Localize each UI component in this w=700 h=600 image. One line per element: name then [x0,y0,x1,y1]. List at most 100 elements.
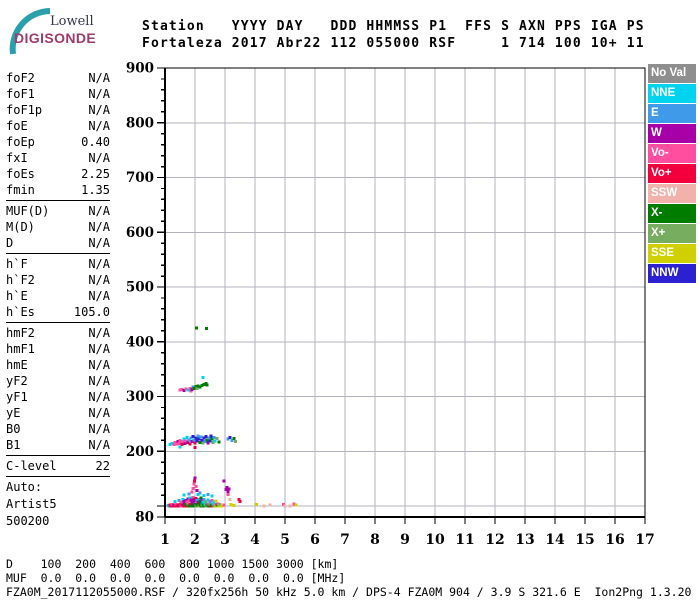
data-point [224,488,228,492]
data-point [185,500,189,504]
data-point [202,494,206,498]
data-point [204,500,208,504]
x-tick-label: 4 [250,532,260,548]
data-point [181,502,185,506]
x-tick-label: 12 [485,532,504,548]
param-label: C-level [6,459,57,473]
param-value: N/A [88,151,110,165]
param-D: D N/A [6,235,110,251]
data-point [191,435,195,439]
data-point [198,491,202,495]
data-point [181,439,185,443]
data-point [196,493,200,497]
param-fmin: fmin 1.35 [6,182,110,198]
data-point [200,438,204,442]
data-point [187,492,191,496]
data-point [230,438,234,442]
param-label: M(D) [6,220,35,234]
param-value: N/A [88,289,110,303]
param-h`F2: h`F2 N/A [6,272,110,288]
data-point [184,387,188,391]
file-info-row: FZA0M_2017112055000.RSF / 320fx256h 50 k… [6,585,692,599]
y-tick-label: 200 [126,444,154,460]
data-point [179,441,183,445]
data-point [189,498,193,502]
data-point [218,502,222,506]
data-point [220,504,224,508]
x-tick-label: 15 [575,532,594,548]
data-point [229,502,233,506]
y-tick-label: 600 [126,225,154,241]
data-point [183,502,187,506]
param-label: h`F2 [6,273,35,287]
direction-legend: No Val NNE E W Vo- Vo+ SSW X- X+ SSE NNW [648,64,696,284]
data-point [179,500,183,504]
data-point [196,500,200,504]
data-point [192,438,196,442]
y-tick-label: 900 [126,61,154,77]
data-point [188,502,192,506]
data-point [180,443,184,447]
data-point [186,502,190,506]
data-point [200,499,204,503]
data-point [191,502,195,506]
data-point [193,499,197,503]
muf-row: MUF 0.0 0.0 0.0 0.0 0.0 0.0 0.0 0.0 [MHz… [6,571,346,585]
data-point [268,503,272,507]
data-point [206,441,210,445]
data-point [196,434,200,438]
y-tick-label: 800 [126,115,154,131]
param-value: N/A [88,257,110,271]
data-point [190,387,194,391]
param-foF1: foF1 N/A [6,86,110,102]
data-point [177,442,181,446]
data-point [193,445,197,449]
x-tick-label: 10 [425,532,445,548]
data-point [186,388,190,392]
data-point [188,386,192,390]
data-point [232,504,236,508]
data-point [204,327,208,331]
x-tick-label: 17 [635,532,654,548]
data-point [228,497,232,501]
data-point [255,502,258,506]
data-point [206,498,210,502]
param-value: N/A [88,87,110,101]
data-point [237,497,241,501]
data-point [217,504,221,508]
data-point [178,445,182,449]
param-label: yF2 [6,374,28,388]
data-point [208,502,212,506]
data-point [191,495,195,499]
param-label: foF1 [6,87,35,101]
param-label: h`Es [6,305,35,319]
data-point [182,493,186,497]
data-point [198,385,202,389]
data-point [170,442,174,446]
data-point [190,490,194,494]
param-value: 22 [95,459,110,473]
data-point [202,504,206,508]
param-value: N/A [88,220,110,234]
data-point [188,442,192,446]
param-label: foEs [6,167,35,181]
data-point [178,502,182,506]
data-point [210,499,214,503]
data-point [262,504,266,508]
x-tick-label: 3 [220,532,230,548]
data-point [187,438,191,442]
data-point [192,386,196,390]
data-point [186,497,190,501]
data-point [205,438,209,442]
data-point [199,435,203,439]
x-tick-label: 16 [605,532,624,548]
data-point [191,487,195,491]
data-point [210,494,214,498]
y-tick-label: 700 [126,170,154,186]
data-point [195,489,199,493]
data-point [178,438,182,442]
data-point [204,381,208,385]
param-label: fmin [6,183,35,197]
data-point [202,436,206,440]
